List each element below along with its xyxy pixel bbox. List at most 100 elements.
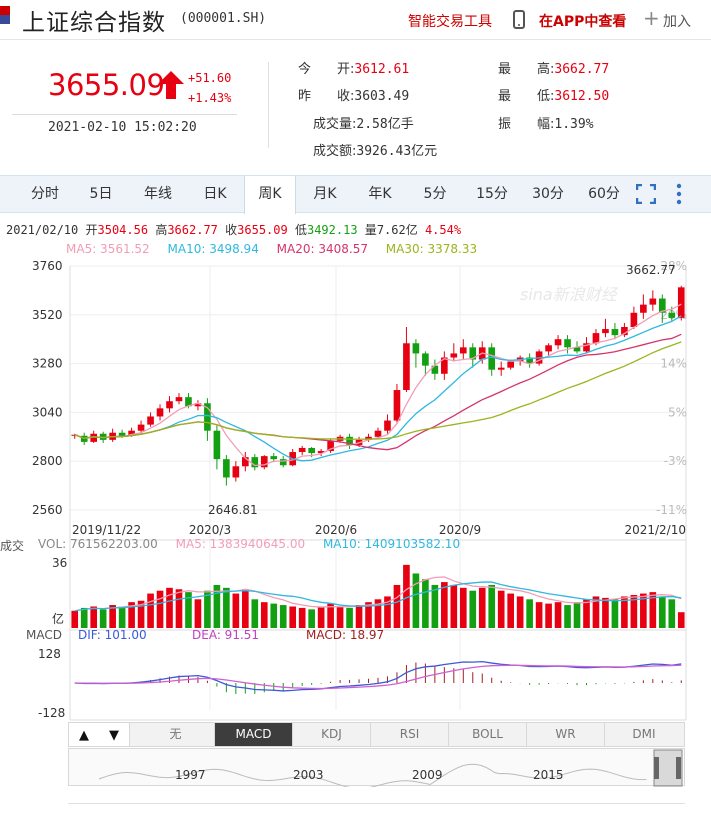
candle-body bbox=[99, 433, 107, 440]
tab-weekly-k[interactable]: 周K bbox=[244, 176, 296, 214]
smart-trade-link[interactable]: 智能交易工具 bbox=[408, 14, 492, 30]
volume-bar bbox=[393, 584, 401, 628]
stat-volume: 成交量:2.58亿手 bbox=[313, 117, 414, 132]
navigator-handle-left[interactable] bbox=[654, 757, 659, 779]
volume-bar bbox=[469, 590, 477, 628]
volume-bar bbox=[355, 605, 363, 628]
candle-body bbox=[384, 420, 391, 431]
vol-y-top: 36 bbox=[52, 556, 67, 570]
volume-bar bbox=[459, 587, 467, 628]
range-navigator[interactable]: 1997 2003 2009 2015 bbox=[68, 748, 685, 789]
tab-yearly-k[interactable]: 年K bbox=[368, 186, 392, 202]
volume-bar bbox=[317, 606, 325, 628]
x-tick-label: 2020/9 bbox=[439, 523, 481, 537]
open-in-app-link[interactable]: 在APP中查看 bbox=[539, 14, 627, 30]
candle-body bbox=[677, 287, 685, 318]
tab-monthly-k[interactable]: 月K bbox=[313, 186, 337, 202]
candle-body bbox=[346, 436, 353, 445]
nav-year: 2003 bbox=[293, 768, 324, 782]
tab-30min[interactable]: 30分 bbox=[532, 186, 564, 202]
volume-bar bbox=[213, 584, 221, 628]
volume-bar bbox=[194, 599, 202, 628]
plus-icon[interactable]: + bbox=[643, 6, 660, 30]
divider bbox=[68, 803, 685, 804]
indicator-wr[interactable]: WR bbox=[527, 723, 605, 746]
arrow-up-icon[interactable]: ▲ bbox=[79, 728, 89, 743]
ma30-label: MA30: 3378.33 bbox=[385, 242, 478, 256]
stat-prev-close: 昨 收:3603.49 bbox=[298, 89, 410, 104]
volume-bar bbox=[260, 602, 268, 628]
candle-body bbox=[194, 403, 202, 407]
navigator-handle-right[interactable] bbox=[676, 757, 681, 779]
volume-bar bbox=[668, 599, 676, 628]
candle-body bbox=[393, 390, 401, 421]
volume-bar bbox=[90, 606, 98, 628]
candle-body bbox=[583, 343, 590, 352]
indicator-kdj[interactable]: KDJ bbox=[293, 723, 371, 746]
candle-body bbox=[128, 430, 135, 436]
candle-body bbox=[526, 357, 533, 364]
volume-bar bbox=[118, 606, 126, 628]
arrow-down-icon[interactable]: ▼ bbox=[109, 728, 119, 743]
volume-bar bbox=[488, 584, 496, 628]
candle-body bbox=[554, 339, 562, 346]
tab-5min[interactable]: 5分 bbox=[423, 186, 447, 202]
divider bbox=[268, 62, 269, 148]
fullscreen-icon[interactable] bbox=[636, 184, 656, 204]
vol-y-unit: 亿 bbox=[52, 611, 64, 626]
candle-body bbox=[374, 430, 382, 437]
candle-body bbox=[147, 416, 154, 425]
y-tick-label: 3520 bbox=[32, 308, 63, 322]
ma10-label: MA10: 3498.94 bbox=[167, 242, 259, 256]
indicator-rsi[interactable]: RSI bbox=[371, 723, 449, 746]
tab-60min[interactable]: 60分 bbox=[588, 186, 620, 202]
tab-yearline[interactable]: 年线 bbox=[144, 186, 172, 202]
indicator-macd[interactable]: MACD bbox=[215, 723, 293, 746]
indicator-boll[interactable]: BOLL bbox=[449, 723, 527, 746]
candle-body bbox=[213, 430, 221, 460]
period-tabs: 分时 5日 年线 日K 周K 月K 年K 5分 15分 30分 60分 bbox=[0, 175, 711, 214]
candle-body bbox=[630, 312, 638, 327]
indicator-tabs: 无 MACD KDJ RSI BOLL WR DMI bbox=[68, 722, 685, 747]
volume-bar bbox=[336, 606, 344, 628]
volume-bar bbox=[147, 593, 154, 628]
volume-bar bbox=[99, 609, 107, 628]
tab-timeshare[interactable]: 分时 bbox=[31, 186, 59, 202]
index-title: 上证综合指数 bbox=[22, 10, 166, 36]
y-tick-label: 2800 bbox=[32, 454, 63, 468]
shift-buttons: ▲ ▼ bbox=[68, 722, 130, 747]
more-icon[interactable] bbox=[674, 183, 684, 205]
volume-bar bbox=[403, 564, 410, 628]
watermark: sina新浪财经 bbox=[520, 285, 619, 304]
price-change: +51.60 +1.43% bbox=[188, 68, 231, 108]
volume-bar bbox=[649, 592, 657, 628]
indicator-none[interactable]: 无 bbox=[137, 723, 215, 746]
candle-body bbox=[185, 397, 192, 407]
tab-15min[interactable]: 15分 bbox=[476, 186, 508, 202]
tab-daily-k[interactable]: 日K bbox=[203, 186, 227, 202]
x-tick-label: 2021/2/10 bbox=[624, 523, 686, 537]
ma30-line bbox=[74, 341, 682, 440]
phone-icon[interactable] bbox=[513, 10, 525, 29]
indicator-dmi[interactable]: DMI bbox=[632, 727, 656, 741]
y-tick-label: 3040 bbox=[32, 405, 63, 419]
nav-year: 1997 bbox=[175, 768, 206, 782]
change-percent: +1.43% bbox=[188, 91, 232, 105]
volume-bar bbox=[175, 589, 183, 628]
stat-amount: 成交额:3926.43亿元 bbox=[313, 144, 438, 159]
volume-bar bbox=[223, 587, 230, 628]
volume-legend: 成交 VOL: 761562203.00 MA5: 1383940645.00 … bbox=[0, 537, 461, 553]
candle-body bbox=[270, 456, 278, 460]
candle-body bbox=[459, 347, 467, 354]
add-watchlist-button[interactable]: 加入 bbox=[663, 14, 691, 30]
pct-tick-label: -3% bbox=[664, 454, 687, 468]
volume-bar bbox=[640, 593, 647, 628]
candle-body bbox=[668, 312, 676, 318]
candle-body bbox=[573, 347, 581, 352]
x-tick-label: 2020/3 bbox=[189, 523, 231, 537]
tab-5day[interactable]: 5日 bbox=[89, 186, 113, 202]
candle-body bbox=[260, 456, 268, 468]
candle-body bbox=[365, 436, 372, 440]
volume-bar bbox=[583, 599, 590, 628]
